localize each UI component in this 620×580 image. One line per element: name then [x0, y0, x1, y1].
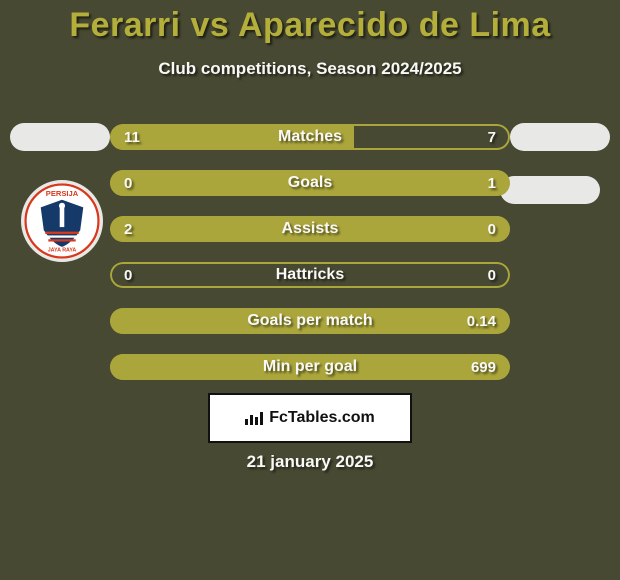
stat-value-right: 7: [488, 124, 496, 150]
player-left-pill: [10, 123, 110, 151]
stats-container: Matches117Goals01Assists20Hattricks00Goa…: [110, 124, 510, 400]
page-subtitle: Club competitions, Season 2024/2025: [0, 59, 620, 79]
player-right-pill-1: [510, 123, 610, 151]
stat-row: Hattricks0 0: [110, 262, 510, 288]
stat-value-left: 0: [124, 170, 132, 196]
stat-label: Goals per match: [110, 308, 510, 334]
stat-label: Assists: [110, 216, 510, 242]
page-title: Ferarri vs Aparecido de Lima: [0, 0, 620, 45]
stat-row: Goals0 1: [110, 170, 510, 196]
stat-value-right: 0: [488, 216, 496, 242]
stat-value-left: 11: [124, 124, 140, 150]
stat-row: Matches11 7: [110, 124, 510, 150]
stat-row: Min per goal699: [110, 354, 510, 380]
badge-text-bottom: JAYA RAYA: [48, 247, 77, 253]
stat-value-right: 0.14: [467, 308, 496, 334]
stat-label: Hattricks: [110, 262, 510, 288]
stat-value-right: 699: [471, 354, 496, 380]
player-left-avatar: PERSIJA JAYA RAYA: [21, 180, 103, 262]
source-attribution: FcTables.com: [208, 393, 412, 443]
date-label: 21 january 2025: [0, 452, 620, 472]
stat-value-right: 1: [488, 170, 496, 196]
stat-value-left: 0: [124, 262, 132, 288]
stat-row: Goals per match0.14: [110, 308, 510, 334]
player-right-pill-2: [500, 176, 600, 204]
stat-value-left: 2: [124, 216, 132, 242]
club-badge-icon: PERSIJA JAYA RAYA: [24, 183, 100, 259]
bar-chart-icon: [245, 411, 263, 425]
stat-label: Min per goal: [110, 354, 510, 380]
source-text: FcTables.com: [269, 409, 375, 427]
stat-value-right: 0: [488, 262, 496, 288]
stat-row: Assists2 0: [110, 216, 510, 242]
stat-label: Matches: [110, 124, 510, 150]
comparison-infographic: Ferarri vs Aparecido de Lima Club compet…: [0, 0, 620, 580]
stat-label: Goals: [110, 170, 510, 196]
badge-text-top: PERSIJA: [46, 189, 79, 198]
